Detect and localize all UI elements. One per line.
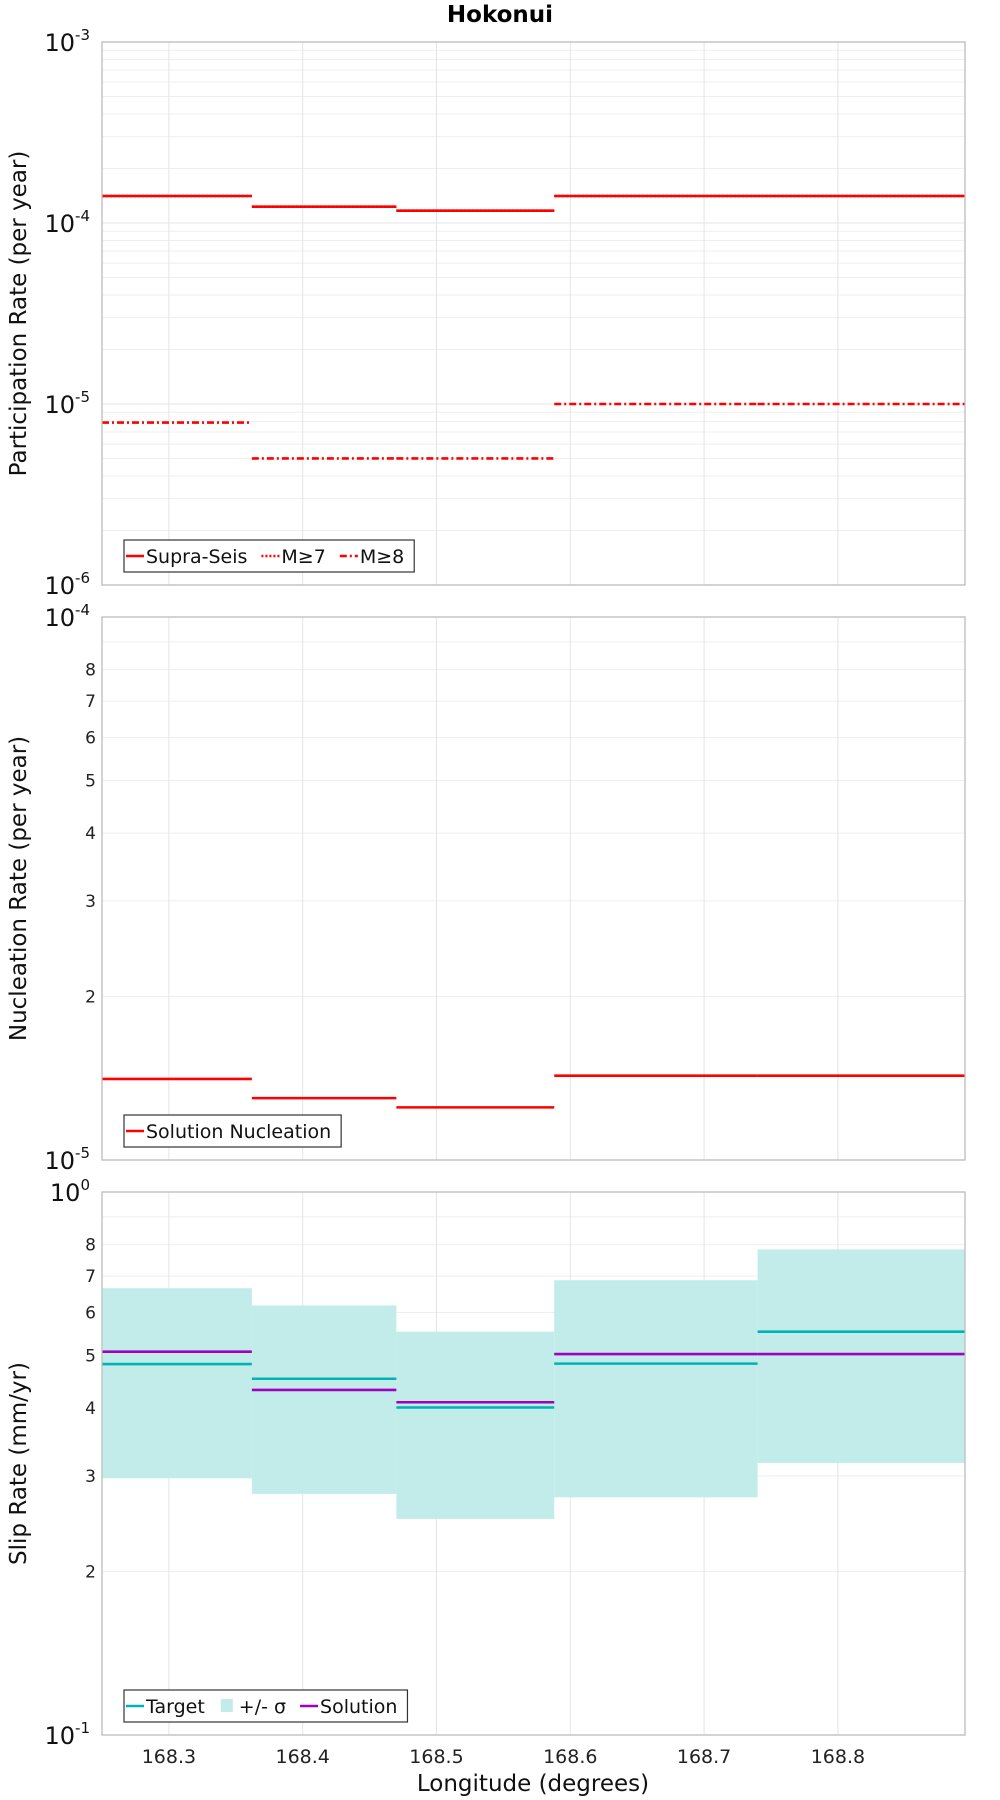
plot-area: [101, 41, 966, 586]
y-tick-label: 10-5: [44, 388, 90, 419]
y-tick-label: 10-1: [44, 1719, 90, 1750]
y-tick-label: 8: [85, 661, 96, 681]
y-tick-label: 2: [85, 1563, 96, 1583]
y-tick-label: 5: [85, 1346, 96, 1366]
sigma-band: [102, 1288, 252, 1479]
x-tick-label: 168.6: [543, 1746, 597, 1768]
sigma-band: [757, 1249, 965, 1463]
plot-area: [101, 616, 966, 1161]
legend-swatch: [220, 1699, 233, 1712]
y-tick-label: 10-4: [44, 601, 90, 632]
legend-label: Supra-Seis: [146, 546, 247, 568]
x-tick-label: 168.5: [409, 1746, 463, 1768]
y-tick-label: 4: [85, 824, 96, 844]
y-tick-label: 7: [85, 692, 96, 712]
y-tick-label: 100: [50, 1176, 90, 1207]
sigma-band: [396, 1331, 555, 1519]
legend: Solution Nucleation: [123, 1114, 342, 1148]
y-tick-label: 10-3: [44, 26, 90, 57]
legend-label: Solution: [320, 1696, 397, 1718]
legend-label: Target: [145, 1696, 205, 1718]
panel-participation: 10-3 10-4 10-5 10-6 Participation Rate (per …: [6, 26, 966, 600]
x-tick-label: 168.7: [677, 1746, 731, 1768]
y-tick-label: 5: [85, 771, 96, 791]
chart-title: Hokonui: [447, 2, 553, 28]
legend-label: M≥7: [281, 546, 325, 568]
legend-label: Solution Nucleation: [146, 1121, 331, 1143]
y-tick-label: 7: [85, 1267, 96, 1287]
series-solution-nucleation: [102, 1074, 965, 1109]
y-axis-title: Slip Rate (mm/yr): [6, 1362, 32, 1565]
panel-slip: 100 10-1 2 3 4 5 6 7 8 Slip Rate (mm/yr) Target +/-…: [6, 1176, 966, 1750]
panel-nucleation: 10-4 10-5 2 3 4 5 6 7 8 Nucleation Rate (per year…: [6, 601, 966, 1175]
y-tick-label: 10-4: [44, 207, 90, 238]
legend: Supra-Seis M≥7 M≥8: [123, 539, 415, 573]
series-target: [102, 1330, 965, 1409]
series-m-8: [102, 402, 965, 460]
x-tick-label: 168.3: [142, 1746, 196, 1768]
y-axis-title: Nucleation Rate (per year): [6, 736, 32, 1041]
panels: 10-3 10-4 10-5 10-6 Participation Rate (per …: [6, 26, 966, 1768]
legend-label: M≥8: [360, 546, 404, 568]
legend-label: +/- σ: [239, 1696, 286, 1718]
plot-frame: [101, 1191, 966, 1736]
plot-frame: [101, 41, 966, 586]
y-tick-label: 10-6: [44, 569, 90, 600]
y-tick-label: 10-5: [44, 1144, 90, 1175]
legend-box: [123, 1689, 409, 1723]
legend-box: [123, 539, 415, 573]
y-tick-label: 8: [85, 1236, 96, 1256]
sigma-band: [251, 1305, 397, 1494]
x-tick-label: 168.4: [275, 1746, 329, 1768]
sigma-band: [554, 1280, 758, 1498]
y-tick-label: 3: [85, 1467, 96, 1487]
y-tick-label: 4: [85, 1399, 96, 1419]
y-tick-label: 3: [85, 892, 96, 912]
plot-frame: [101, 616, 966, 1161]
y-axis-title: Participation Rate (per year): [6, 151, 32, 477]
y-tick-label: 6: [85, 728, 96, 748]
legend: Target +/- σ Solution: [123, 1689, 409, 1723]
x-tick-label: 168.8: [811, 1746, 865, 1768]
y-tick-label: 6: [85, 1303, 96, 1323]
x-axis-title: Longitude (degrees): [417, 1771, 649, 1797]
y-tick-label: 2: [85, 988, 96, 1008]
legend-box: [123, 1114, 342, 1148]
series-m-7: [102, 194, 965, 212]
series-solution: [102, 1350, 965, 1404]
